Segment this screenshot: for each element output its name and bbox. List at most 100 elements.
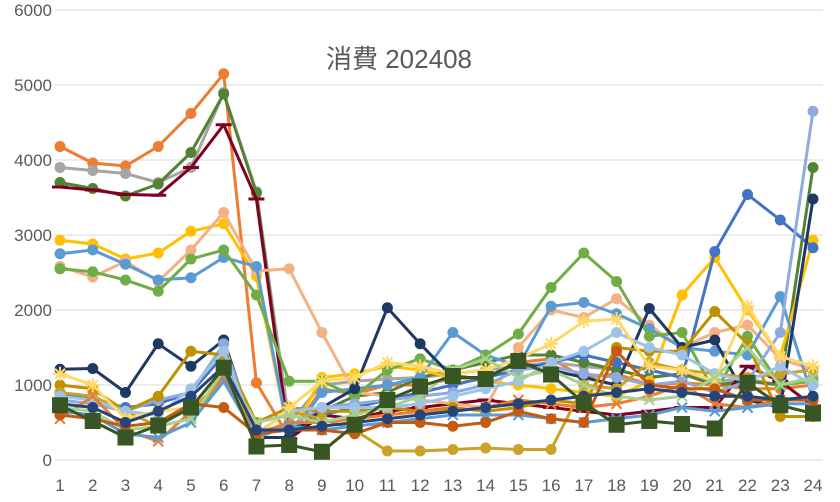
data-point: [709, 405, 721, 417]
data-point: [578, 379, 590, 391]
y-tick-label: 0: [43, 451, 52, 470]
data-point: [215, 359, 232, 376]
data-point: [316, 420, 328, 432]
data-point: [741, 341, 754, 354]
data-point: [545, 282, 557, 293]
x-tick-label: 2: [88, 476, 97, 495]
data-point: [54, 162, 66, 173]
x-tick-label: 7: [252, 476, 261, 495]
data-point: [675, 363, 690, 377]
gridlines: [55, 9, 823, 461]
data-point: [185, 244, 197, 256]
data-point: [87, 165, 99, 176]
data-point: [250, 289, 262, 301]
data-point: [150, 417, 167, 434]
data-point: [676, 289, 688, 301]
data-point: [807, 371, 819, 384]
data-point: [54, 263, 66, 275]
y-tick-label: 2000: [14, 301, 52, 320]
data-point: [218, 207, 230, 218]
data-point: [676, 327, 688, 338]
data-point: [52, 397, 68, 414]
data-point: [379, 392, 396, 408]
data-point: [117, 429, 134, 446]
x-tick-label: 9: [317, 476, 326, 495]
data-point: [119, 168, 131, 179]
data-point: [641, 413, 658, 429]
data-point: [543, 366, 560, 383]
data-point: [578, 417, 590, 428]
data-point: [480, 349, 492, 361]
data-point: [347, 370, 362, 385]
data-point: [444, 368, 461, 384]
data-point: [739, 374, 756, 391]
data-point: [742, 319, 754, 331]
data-point: [806, 359, 820, 374]
data-point: [185, 253, 197, 265]
data-point: [545, 357, 557, 368]
data-point: [611, 387, 623, 398]
data-point: [807, 105, 819, 117]
data-point: [643, 342, 655, 353]
data-point: [414, 409, 426, 421]
x-tick-label: 18: [607, 476, 626, 495]
x-tick-label: 19: [640, 476, 659, 495]
data-point: [643, 303, 655, 314]
x-tick-label: 13: [443, 476, 462, 495]
data-point: [185, 108, 197, 119]
data-point: [742, 338, 754, 350]
data-point: [512, 398, 524, 410]
data-point: [608, 416, 625, 433]
data-point: [87, 390, 99, 402]
x-tick-label: 21: [705, 476, 724, 495]
series-line: [58, 310, 815, 424]
data-point: [480, 442, 492, 454]
data-point: [87, 266, 99, 278]
data-point: [611, 327, 623, 338]
data-point: [512, 375, 524, 387]
data-point: [807, 379, 819, 391]
x-tick-label: 6: [219, 476, 228, 495]
data-point: [119, 274, 131, 286]
data-point: [349, 383, 361, 395]
data-point: [512, 328, 524, 340]
data-point: [185, 360, 197, 372]
data-point: [152, 390, 164, 402]
x-tick-label: 17: [574, 476, 593, 495]
data-point: [182, 399, 199, 416]
data-point: [152, 274, 164, 286]
data-point: [84, 413, 101, 429]
data-point: [218, 402, 230, 413]
data-point: [152, 338, 164, 350]
data-point: [709, 390, 721, 402]
data-point: [807, 162, 819, 173]
data-point: [54, 177, 66, 188]
data-point: [706, 420, 723, 437]
y-tick-label: 5000: [14, 76, 52, 95]
data-point: [674, 416, 691, 432]
data-point: [611, 276, 623, 287]
data-point: [381, 302, 393, 314]
data-point: [381, 379, 393, 391]
data-point: [85, 378, 100, 392]
data-point: [510, 353, 527, 369]
data-point: [283, 409, 295, 421]
data-point: [380, 355, 395, 370]
y-tick-label: 6000: [14, 1, 52, 20]
data-point: [381, 445, 393, 457]
chart-title: 消費 202408: [326, 44, 472, 74]
data-point: [414, 398, 426, 410]
data-point: [316, 402, 328, 413]
data-point: [119, 387, 131, 398]
x-tick-label: 23: [771, 476, 790, 495]
data-point: [152, 247, 164, 259]
data-point: [676, 349, 688, 361]
x-tick-label: 3: [121, 476, 130, 495]
data-point: [480, 417, 492, 428]
x-tick-label: 24: [804, 476, 823, 495]
data-point: [740, 299, 755, 314]
data-point: [250, 377, 262, 389]
data-point: [152, 285, 164, 297]
